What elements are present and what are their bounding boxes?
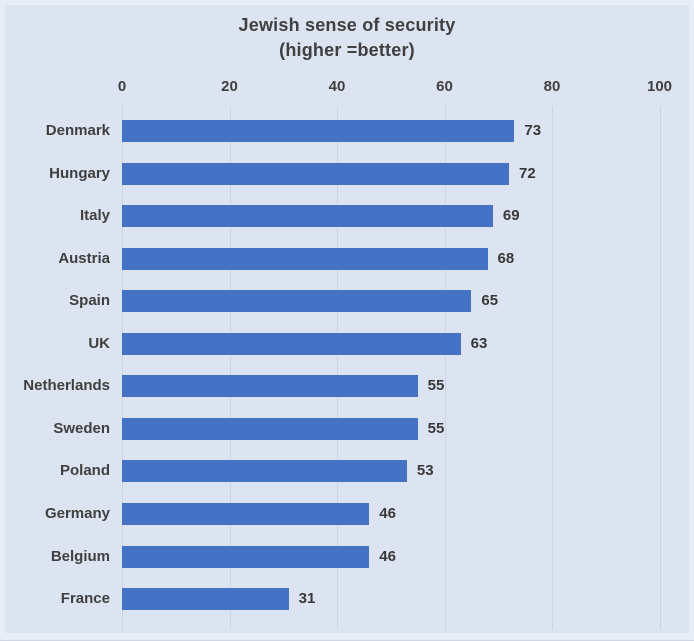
bar-sweden: [122, 417, 418, 440]
x-tick-label-20: 20: [221, 78, 238, 95]
gridline-60: [444, 106, 446, 630]
value-label-france: 31: [298, 590, 316, 608]
value-label-italy: 69: [502, 207, 520, 225]
gridline-40: [337, 106, 338, 630]
chart-title: Jewish sense of security: [238, 15, 456, 35]
category-label-belgium: Belgium: [50, 547, 110, 565]
value-label-austria: 68: [497, 249, 515, 267]
category-label-spain: Spain: [69, 292, 110, 310]
category-label-hungary: Hungary: [49, 164, 110, 182]
value-label-hungary: 72: [519, 164, 536, 182]
category-label-sweden: Sweden: [53, 419, 110, 437]
bar-austria: [122, 247, 488, 270]
gridline-100: [659, 106, 661, 630]
bar-hungary: [122, 162, 509, 185]
value-label-sweden: 55: [427, 419, 445, 437]
x-tick-label-0: 0: [117, 78, 127, 95]
value-label-denmark: 73: [524, 122, 542, 139]
bar-france: [122, 588, 289, 611]
bar-germany: [122, 502, 370, 525]
chart-title-group: Jewish sense of security (higher =better…: [0, 12, 694, 63]
category-label-austria: Austria: [58, 249, 110, 267]
value-label-poland: 53: [416, 462, 434, 480]
bar-denmark: [122, 120, 515, 142]
value-label-netherlands: 55: [427, 377, 445, 395]
bar-uk: [122, 332, 461, 355]
value-label-spain: 65: [481, 292, 499, 310]
category-label-france: France: [60, 590, 110, 608]
gridline-20: [229, 106, 231, 630]
value-label-uk: 63: [470, 334, 488, 352]
category-label-uk: UK: [88, 334, 110, 352]
x-tick-label-60: 60: [436, 78, 453, 95]
value-label-germany: 46: [379, 504, 396, 522]
x-tick-label-100: 100: [646, 78, 673, 95]
category-label-italy: Italy: [79, 207, 110, 225]
gridline-0: [122, 106, 123, 630]
category-label-netherlands: Netherlands: [23, 377, 110, 395]
x-tick-label-80: 80: [543, 78, 561, 95]
value-label-belgium: 46: [379, 547, 396, 565]
x-tick-label-40: 40: [328, 78, 346, 95]
bar-netherlands: [122, 375, 418, 398]
category-label-denmark: Denmark: [45, 122, 110, 139]
bar-poland: [122, 460, 407, 483]
chart-subtitle: (higher =better): [279, 40, 415, 60]
bar-spain: [122, 290, 472, 313]
gridline-80: [552, 106, 553, 630]
bar-belgium: [122, 545, 370, 568]
plot-background: [5, 5, 689, 633]
category-label-germany: Germany: [44, 504, 110, 522]
bar-italy: [122, 205, 493, 228]
category-label-poland: Poland: [59, 462, 110, 480]
